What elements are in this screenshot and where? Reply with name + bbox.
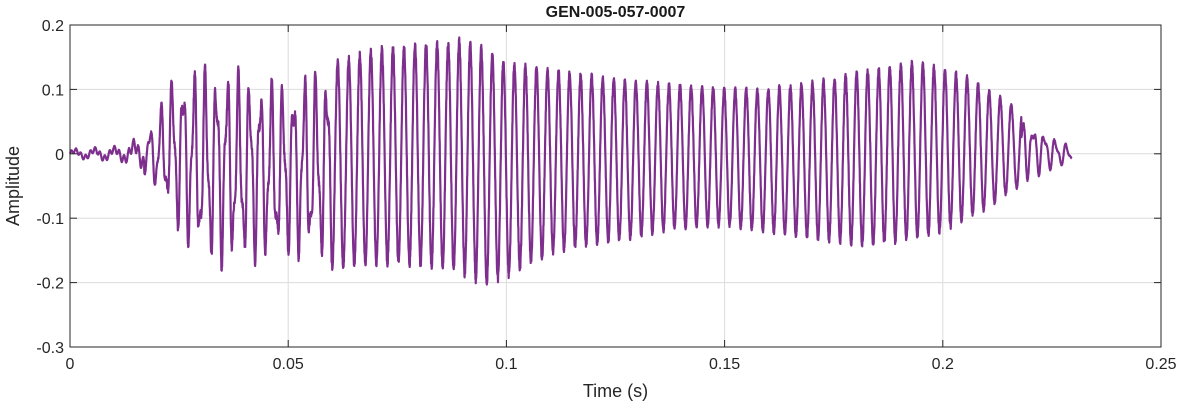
axes-frame [69, 24, 1162, 348]
x-tick-label: 0.1 [495, 356, 517, 373]
y-tick-label: 0 [55, 147, 64, 164]
series-layer [68, 36, 1073, 286]
y-axis-label: Amplitude [3, 146, 23, 226]
x-tick-label: 0.2 [932, 356, 954, 373]
ticks: 0 0.05 0.1 0.15 0.2 0.25 -0.3 -0.2 -0.1 0 0.1 0.2 [36, 18, 1176, 373]
x-axis-label: Time (s) [583, 381, 648, 401]
x-tick-label: 0.25 [1145, 356, 1176, 373]
y-tick-label: 0.2 [42, 18, 64, 35]
chart-title: GEN-005-057-0007 [546, 4, 686, 21]
x-tick-label: 0 [66, 356, 75, 373]
y-tick-label: -0.1 [36, 211, 64, 228]
x-tick-label: 0.15 [709, 356, 740, 373]
x-tick-label: 0.05 [273, 356, 304, 373]
y-tick-label: -0.2 [36, 276, 64, 293]
plot-area [70, 25, 1161, 347]
y-tick-label: 0.1 [42, 82, 64, 99]
series-line [68, 36, 1073, 286]
y-tick-label: -0.3 [36, 340, 64, 357]
